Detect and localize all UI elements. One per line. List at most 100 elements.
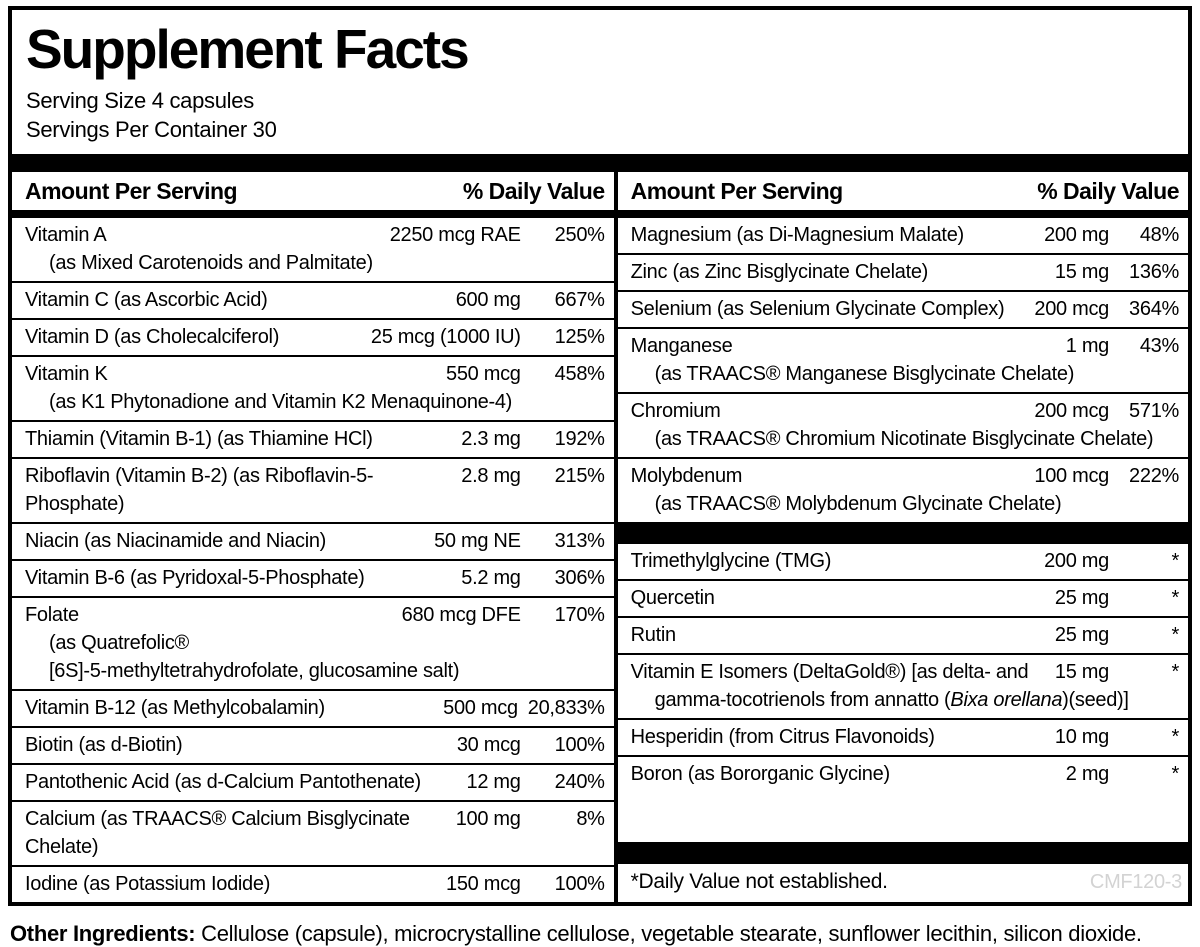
nutrient-name: Trimethylglycine (TMG)	[630, 550, 832, 572]
daily-value-header: % Daily Value	[462, 178, 605, 204]
nutrient-name: Pantothenic Acid (as d-Calcium Pantothen…	[25, 771, 421, 793]
nutrient-name: Biotin (as d-Biotin)	[25, 734, 183, 756]
nutrient-amount: 100 mg	[455, 808, 521, 830]
nutrient-dv: 136%	[1129, 261, 1179, 283]
nutrient-row-boron: Boron (as Bororganic Glycine) 2 mg *	[617, 755, 1188, 792]
nutrient-row-vitamin-a: Vitamin A 2250 mcg RAE 250% (as Mixed Ca…	[12, 218, 614, 281]
nutrient-row-molybdenum: Molybdenum 100 mcg 222% (as TRAACS® Moly…	[617, 457, 1188, 522]
nutrient-row-hesperidin: Hesperidin (from Citrus Flavonoids) 10 m…	[617, 718, 1188, 755]
nutrient-amount: 100 mcg	[1034, 465, 1109, 487]
nutrient-amount: 200 mcg	[1034, 400, 1109, 422]
nutrient-row-folate: Folate 680 mcg DFE 170% (as Quatrefolic®…	[12, 596, 614, 689]
nutrient-dv: 364%	[1129, 298, 1179, 320]
header-underline-bar	[617, 210, 1188, 218]
nutrient-row-zinc: Zinc (as Zinc Bisglycinate Chelate) 15 m…	[617, 253, 1188, 290]
nutrient-amount: 12 mg	[466, 771, 521, 793]
nutrient-subtext: (as TRAACS® Chromium Nicotinate Bisglyci…	[654, 428, 1154, 450]
nutrient-amount: 30 mcg	[456, 734, 521, 756]
product-code: CMF120-3	[1089, 871, 1182, 893]
nutrient-name: Manganese	[630, 335, 733, 357]
nutrient-name: Folate	[25, 604, 79, 626]
nutrient-row-quercetin: Quercetin 25 mg *	[617, 579, 1188, 616]
nutrient-row-vitamin-b6: Vitamin B-6 (as Pyridoxal-5-Phosphate) 5…	[12, 559, 614, 596]
nutrient-dv: 306%	[554, 567, 605, 589]
nutrient-dv: 100%	[554, 734, 605, 756]
nutrient-amount: 2.3 mg	[461, 428, 521, 450]
nutrient-name: Magnesium (as Di-Magnesium Malate)	[630, 224, 965, 246]
nutrient-dv: *	[1171, 661, 1180, 683]
nutrient-name: Quercetin	[630, 587, 715, 609]
nutrient-dv: 48%	[1139, 224, 1179, 246]
nutrient-row-vitamin-c: Vitamin C (as Ascorbic Acid) 600 mg 667%	[12, 281, 614, 318]
nutrient-name: Molybdenum	[630, 465, 743, 487]
nutrient-amount: 10 mg	[1054, 726, 1109, 748]
nutrient-dv: 170%	[554, 604, 605, 626]
footnote-divider-bar	[617, 842, 1188, 864]
nutrient-row-vitamin-e-isomers: Vitamin E Isomers (DeltaGold®) [as delta…	[617, 653, 1188, 718]
nutrient-name: Vitamin B-12 (as Methylcobalamin)	[25, 697, 325, 719]
nutrient-name: Thiamin (Vitamin B-1) (as Thiamine HCl)	[25, 428, 373, 450]
nutrient-name: Iodine (as Potassium Iodide)	[25, 873, 271, 895]
nutrient-row-biotin: Biotin (as d-Biotin) 30 mcg 100%	[12, 726, 614, 763]
nutrient-amount: 550 mcg	[446, 363, 521, 385]
nutrient-dv: 458%	[554, 363, 605, 385]
nutrient-name: Calcium (as TRAACS® Calcium Bisglycinate…	[25, 808, 410, 858]
nutrient-dv: 240%	[554, 771, 605, 793]
subtext-post: )(seed)]	[1062, 689, 1129, 711]
nutrient-amount: 15 mg	[1054, 661, 1109, 683]
subtext-pre: gamma-tocotrienols from annatto (	[654, 689, 951, 711]
nutrient-dv: *	[1171, 624, 1180, 646]
nutrient-subtext: (as K1 Phytonadione and Vitamin K2 Menaq…	[49, 391, 513, 413]
nutrient-name: Riboflavin (Vitamin B-2) (as Riboflavin-…	[25, 465, 374, 515]
nutrient-name: Vitamin C (as Ascorbic Acid)	[25, 289, 268, 311]
top-divider-bar	[12, 154, 1188, 172]
nutrient-dv: 215%	[554, 465, 605, 487]
nutrient-amount: 680 mcg DFE	[401, 604, 521, 626]
nutrient-amount: 200 mg	[1044, 550, 1109, 572]
nutrient-dv: 250%	[554, 224, 605, 246]
nutrient-row-rutin: Rutin 25 mg *	[617, 616, 1188, 653]
right-column: Amount Per Serving % Daily Value Magnesi…	[617, 172, 1188, 902]
nutrient-row-chromium: Chromium 200 mcg 571% (as TRAACS® Chromi…	[617, 392, 1188, 457]
nutrient-name: Vitamin A	[25, 224, 107, 246]
nutrient-subtext: (as Mixed Carotenoids and Palmitate)	[49, 252, 373, 274]
nutrient-amount: 200 mcg	[1034, 298, 1109, 320]
nutrient-amount: 2250 mcg RAE	[389, 224, 521, 246]
nutrient-dv: 667%	[554, 289, 605, 311]
nutrient-row-vitamin-k: Vitamin K 550 mcg 458% (as K1 Phytonadio…	[12, 355, 614, 420]
nutrient-amount: 2 mg	[1065, 763, 1110, 785]
nutrient-row-trimethylglycine: Trimethylglycine (TMG) 200 mg *	[618, 544, 1188, 579]
nutrient-dv: *	[1171, 726, 1180, 748]
section-divider-bar	[617, 522, 1188, 544]
nutrient-dv: 100%	[554, 873, 605, 895]
serving-size: Serving Size 4 capsules	[26, 88, 254, 113]
nutrient-dv: 222%	[1129, 465, 1179, 487]
nutrient-row-selenium: Selenium (as Selenium Glycinate Complex)…	[617, 290, 1188, 327]
nutrient-row-niacin: Niacin (as Niacinamide and Niacin) 50 mg…	[12, 522, 614, 559]
nutrient-row-iodine: Iodine (as Potassium Iodide) 150 mcg 100…	[12, 865, 614, 902]
nutrient-name: Vitamin B-6 (as Pyridoxal-5-Phosphate)	[25, 567, 365, 589]
nutrient-dv: *	[1171, 550, 1180, 572]
nutrient-row-magnesium: Magnesium (as Di-Magnesium Malate) 200 m…	[618, 218, 1188, 253]
nutrient-dv: 20,833%	[527, 697, 605, 719]
right-column-header: Amount Per Serving % Daily Value	[618, 172, 1188, 210]
header-underline-bar	[12, 210, 614, 218]
footnote-row: *Daily Value not established. CMF120-3	[618, 864, 1188, 902]
daily-value-header: % Daily Value	[1037, 178, 1179, 204]
nutrient-dv: 192%	[554, 428, 605, 450]
nutrient-dv: 43%	[1139, 335, 1179, 357]
nutrient-amount: 5.2 mg	[461, 567, 521, 589]
subtext-italic: Bixa orellana	[950, 689, 1063, 711]
nutrient-name: Selenium (as Selenium Glycinate Complex)	[630, 298, 1005, 320]
amount-per-serving-header: Amount Per Serving	[630, 178, 844, 204]
nutrient-row-calcium: Calcium (as TRAACS® Calcium Bisglycinate…	[12, 800, 614, 865]
nutrient-row-manganese: Manganese 1 mg 43% (as TRAACS® Manganese…	[617, 327, 1188, 392]
nutrient-dv: 571%	[1129, 400, 1179, 422]
nutrient-name: Rutin	[630, 624, 677, 646]
nutrient-dv: 313%	[554, 530, 605, 552]
nutrient-amount: 25 mcg (1000 IU)	[370, 326, 521, 348]
nutrient-name: Niacin (as Niacinamide and Niacin)	[25, 530, 327, 552]
nutrient-amount: 25 mg	[1054, 587, 1109, 609]
nutrient-dv: *	[1171, 763, 1180, 785]
nutrient-subtext: gamma-tocotrienols from annatto (Bixa or…	[631, 686, 1179, 714]
